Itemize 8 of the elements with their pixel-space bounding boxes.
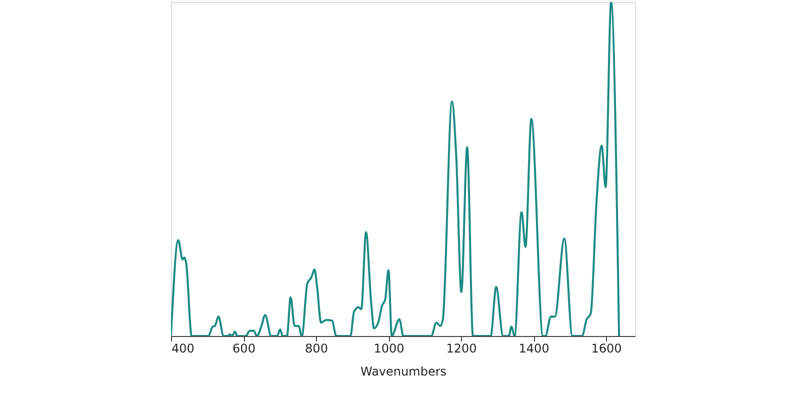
x-tick-label: 1000 xyxy=(374,342,404,356)
x-tick-label: 1200 xyxy=(446,342,477,356)
x-axis-title: Wavenumbers xyxy=(360,364,447,378)
x-tick-label: 1400 xyxy=(518,342,550,356)
x-tick-label: 800 xyxy=(305,342,328,356)
x-tick-label: 1600 xyxy=(591,342,622,356)
x-tick-label: 600 xyxy=(232,342,256,356)
x-tick-label: 400 xyxy=(172,342,194,356)
